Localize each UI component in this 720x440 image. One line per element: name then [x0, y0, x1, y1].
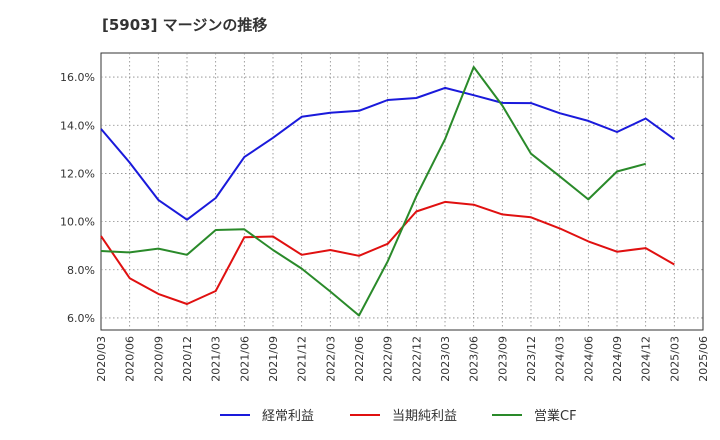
x-tick-label: 2020/03: [95, 336, 108, 382]
x-tick-label: 2024/06: [582, 336, 595, 382]
y-tick-label: 8.0%: [67, 264, 95, 277]
x-tick-label: 2024/03: [554, 336, 567, 382]
y-tick-label: 14.0%: [60, 119, 95, 132]
x-tick-label: 2022/06: [353, 336, 366, 382]
x-tick-label: 2020/12: [181, 336, 194, 382]
x-tick-label: 2022/09: [382, 336, 395, 382]
y-tick-label: 12.0%: [60, 167, 95, 180]
x-tick-label: 2023/09: [496, 336, 509, 382]
x-tick-label: 2021/03: [210, 336, 223, 382]
plot-frame: [100, 52, 704, 331]
y-tick-label: 16.0%: [60, 71, 95, 84]
series-line-2: [100, 200, 675, 305]
y-tick-label: 10.0%: [60, 216, 95, 229]
y-tick-label: 6.0%: [67, 312, 95, 325]
legend: 経常利益 当期純利益 営業CF: [220, 408, 577, 424]
x-tick-label: 2022/12: [410, 336, 423, 382]
x-tick-label: 2023/12: [525, 336, 538, 382]
grid-lines: [101, 53, 703, 330]
legend-label: 当期純利益: [392, 409, 457, 424]
y-axis-ticks: 6.0% 8.0% 10.0% 12.0% 14.0% 16.0%: [60, 71, 95, 325]
x-tick-label: 2023/03: [439, 336, 452, 382]
chart-title: [5903] マージンの推移: [102, 16, 267, 34]
legend-label: 営業CF: [534, 408, 577, 424]
x-tick-label: 2021/09: [267, 336, 280, 382]
x-tick-label: 2024/12: [640, 336, 653, 382]
x-tick-label: 2023/06: [468, 336, 481, 382]
series-line-1: [100, 86, 675, 221]
x-tick-label: 2021/06: [238, 336, 251, 382]
plot-area: [100, 52, 704, 331]
x-axis-ticks: 2020/03 2020/06 2020/09 2020/12 2021/03 2021/…: [95, 336, 710, 382]
legend-label: 経常利益: [262, 409, 314, 424]
x-tick-label: 2020/09: [152, 336, 165, 382]
x-tick-label: 2020/06: [124, 336, 137, 382]
x-tick-label: 2022/03: [324, 336, 337, 382]
x-tick-label: 2025/03: [668, 336, 681, 382]
series-line-3: [100, 66, 646, 317]
x-tick-label: 2024/09: [611, 336, 624, 382]
x-tick-label: 2025/06: [697, 336, 710, 382]
x-tick-label: 2021/12: [296, 336, 309, 382]
series-lines: [100, 66, 675, 317]
